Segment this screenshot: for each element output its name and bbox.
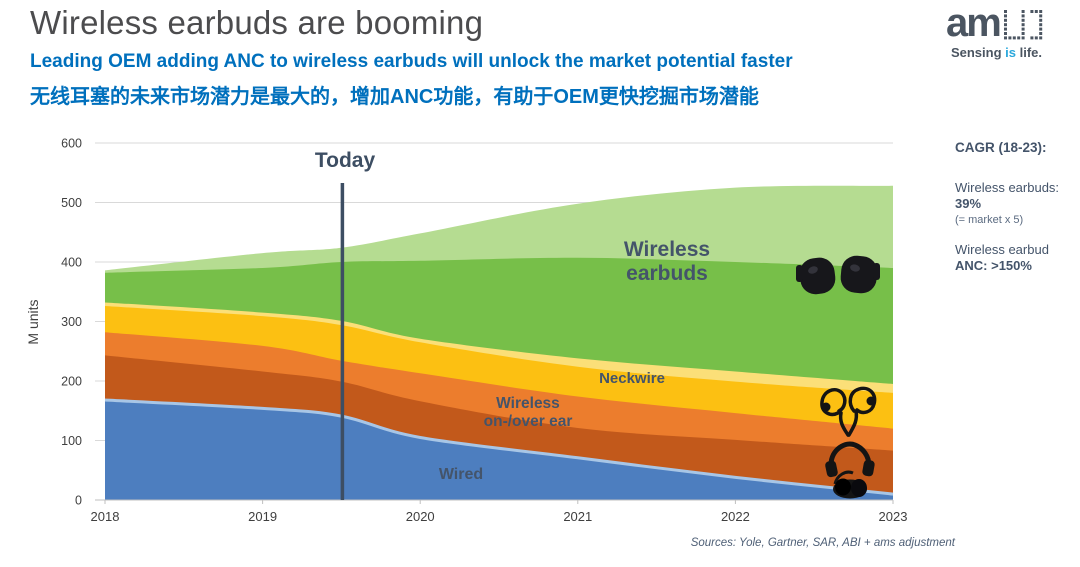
ams-pixel-mark-icon bbox=[1003, 10, 1043, 40]
cagr-panel: CAGR (18-23): Wireless earbuds: 39% (= m… bbox=[955, 140, 1079, 274]
wireless-earbuds-label-line1: Wireless bbox=[623, 238, 711, 261]
wireless-earbuds-label: Wireless earbuds bbox=[624, 238, 710, 286]
page-title: Wireless earbuds are booming bbox=[30, 4, 484, 41]
y-tick-label-400: 400 bbox=[61, 256, 82, 270]
cagr-earbuds-label: Wireless earbuds: bbox=[955, 180, 1060, 195]
x-tick-label-2019: 2019 bbox=[248, 509, 277, 524]
x-tick-label-2018: 2018 bbox=[91, 509, 120, 524]
y-tick-label-100: 100 bbox=[61, 434, 82, 448]
neckwire-label: Neckwire bbox=[599, 370, 665, 387]
y-tick-label-200: 200 bbox=[61, 375, 82, 389]
over-ear-headphones-image bbox=[825, 441, 875, 499]
product-images bbox=[796, 255, 880, 499]
tagline-sensing: Sensing bbox=[950, 45, 1006, 60]
cagr-earbuds-note: (= market x 5) bbox=[955, 214, 1024, 226]
tagline-life: life. bbox=[1015, 45, 1042, 60]
subtitle-english: Leading OEM adding ANC to wireless earbu… bbox=[30, 51, 793, 72]
cagr-anc-label: Wireless earbud bbox=[955, 242, 1049, 257]
wireless-earbuds-image bbox=[796, 255, 880, 295]
cagr-anc-value: ANC: >150% bbox=[955, 258, 1032, 273]
x-tick-label-2022: 2022 bbox=[721, 509, 750, 524]
y-tick-label-0: 0 bbox=[75, 494, 82, 508]
ams-wordmark: am bbox=[946, 1, 1002, 45]
ams-logo: am bbox=[946, 1, 1076, 60]
x-tick-label-2023: 2023 bbox=[879, 509, 908, 524]
ams-tagline: Sensing is life. bbox=[946, 45, 1042, 60]
y-tick-label-600: 600 bbox=[61, 137, 82, 151]
wireless-onover-ear-label: Wireless on-/over ear bbox=[484, 395, 573, 431]
tagline-is: is bbox=[1005, 45, 1016, 60]
x-tick-label-2020: 2020 bbox=[406, 509, 435, 524]
neckband-earphones-image bbox=[820, 386, 877, 437]
wireless-onover-label-line2: on-/over ear bbox=[483, 412, 573, 430]
cagr-title: CAGR (18-23): bbox=[955, 140, 1047, 155]
wireless-earbuds-label-line2: earbuds bbox=[626, 262, 708, 286]
y-axis-label: M units bbox=[25, 299, 41, 344]
x-tick-label-2021: 2021 bbox=[563, 509, 592, 524]
cagr-earbuds-value: 39% bbox=[955, 196, 982, 211]
y-tick-label-300: 300 bbox=[61, 315, 82, 329]
wireless-onover-label-line1: Wireless bbox=[496, 395, 560, 412]
wired-label: Wired bbox=[438, 466, 484, 483]
subtitle-chinese: 无线耳塞的未来市场潜力是最大的，增加ANC功能，有助于OEM更快挖掘市场潜能 bbox=[30, 86, 759, 108]
area-wired bbox=[105, 400, 893, 500]
today-label: Today bbox=[314, 149, 376, 172]
wired-edge-line bbox=[104, 398, 894, 496]
y-tick-label-500: 500 bbox=[61, 196, 82, 210]
sources-note: Sources: Yole, Gartner, SAR, ABI + ams a… bbox=[690, 537, 955, 549]
